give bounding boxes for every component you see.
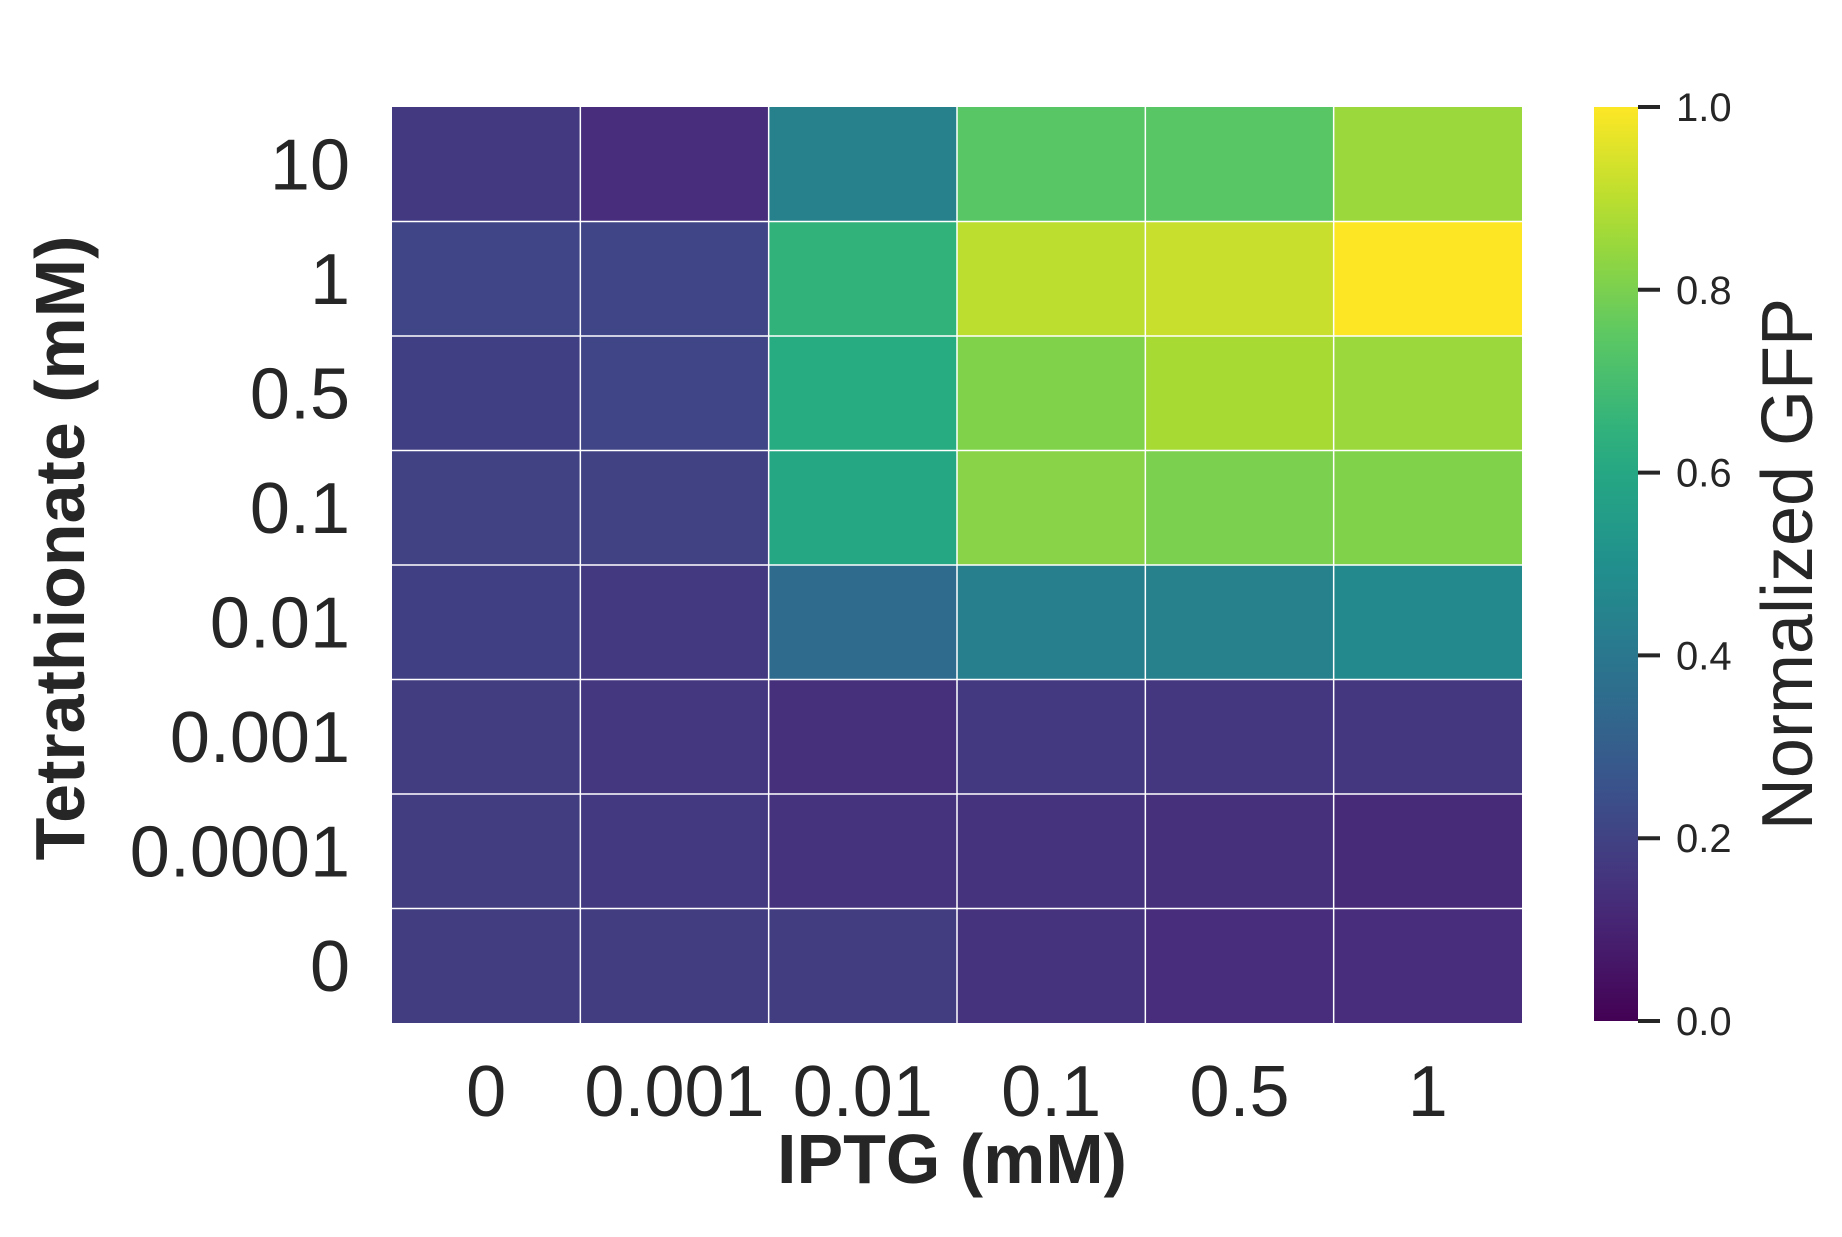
heatmap-cell <box>580 221 769 336</box>
x-tick-label: 0.001 <box>584 1052 764 1132</box>
heatmap-cell <box>1333 450 1522 565</box>
heatmap-cell <box>580 450 769 565</box>
y-tick-label: 0.1 <box>250 469 350 549</box>
colorbar-gradient <box>1594 107 1638 1021</box>
heatmap-cell <box>580 908 769 1023</box>
heatmap-cell <box>1333 794 1522 909</box>
heatmap-cell <box>1333 221 1522 336</box>
heatmap-cell <box>392 908 581 1023</box>
heatmap-cell <box>768 107 957 222</box>
heatmap-cell <box>957 679 1146 794</box>
heatmap-cell <box>957 221 1146 336</box>
heatmap-cell <box>1145 565 1334 680</box>
x-tick-labels: 0 0.001 0.01 0.1 0.5 1 <box>466 1052 1448 1132</box>
y-tick-label: 0 <box>310 927 350 1007</box>
heatmap-cell <box>1333 908 1522 1023</box>
heatmap-cell <box>392 794 581 909</box>
x-tick-label: 0 <box>466 1052 506 1132</box>
heatmap-cells <box>392 107 1522 1023</box>
colorbar-tick-label: 0.8 <box>1676 269 1732 313</box>
y-tick-label: 0.5 <box>250 354 350 434</box>
heatmap-cell <box>392 107 581 222</box>
heatmap-cell <box>957 565 1146 680</box>
colorbar: 0.0 0.2 0.4 0.6 0.8 1.0 Normalized GFP <box>1594 86 1828 1044</box>
colorbar-tick-label: 1.0 <box>1676 86 1732 130</box>
y-tick-label: 10 <box>270 125 350 205</box>
heatmap-gridlines <box>392 107 1522 1023</box>
heatmap-cell <box>768 908 957 1023</box>
heatmap-cell <box>580 565 769 680</box>
heatmap-cell <box>1145 107 1334 222</box>
heatmap-cell <box>957 794 1146 909</box>
heatmap-cell <box>1333 679 1522 794</box>
heatmap-cell <box>1145 908 1334 1023</box>
x-tick-label: 0.1 <box>1001 1052 1101 1132</box>
x-tick-label: 0.5 <box>1189 1052 1289 1132</box>
heatmap-cell <box>768 794 957 909</box>
colorbar-tick-label: 0.2 <box>1676 817 1732 861</box>
heatmap-cell <box>1145 221 1334 336</box>
heatmap-cell <box>768 336 957 451</box>
heatmap-cell <box>768 679 957 794</box>
heatmap-cell <box>1145 336 1334 451</box>
colorbar-tick-label: 0.6 <box>1676 452 1732 496</box>
y-tick-label: 0.0001 <box>130 812 350 892</box>
x-tick-label: 0.01 <box>793 1052 933 1132</box>
heatmap-cell <box>768 565 957 680</box>
heatmap-cell <box>580 107 769 222</box>
y-tick-label: 0.001 <box>170 698 350 778</box>
x-tick-label: 1 <box>1408 1052 1448 1132</box>
heatmap-cell <box>1145 679 1334 794</box>
heatmap-cell <box>1333 107 1522 222</box>
heatmap-cell <box>1333 565 1522 680</box>
y-tick-label: 1 <box>310 240 350 320</box>
y-axis-label: Tetrathionate (mM) <box>21 236 99 861</box>
heatmap-cell <box>392 336 581 451</box>
colorbar-ticks: 0.0 0.2 0.4 0.6 0.8 1.0 <box>1638 86 1732 1044</box>
heatmap-cell <box>580 794 769 909</box>
y-tick-labels: 10 1 0.5 0.1 0.01 0.001 0.0001 0 <box>130 125 350 1007</box>
heatmap-cell <box>1333 336 1522 451</box>
y-tick-label: 0.01 <box>210 583 350 663</box>
heatmap-cell <box>957 450 1146 565</box>
heatmap-cell <box>957 107 1146 222</box>
heatmap-cell <box>392 679 581 794</box>
heatmap-cell <box>768 450 957 565</box>
heatmap-cell <box>580 336 769 451</box>
x-axis-label: IPTG (mM) <box>777 1120 1127 1198</box>
heatmap-cell <box>1145 450 1334 565</box>
heatmap-cell <box>392 450 581 565</box>
heatmap-cell <box>392 221 581 336</box>
colorbar-tick-label: 0.0 <box>1676 1000 1732 1044</box>
heatmap-cell <box>768 221 957 336</box>
colorbar-label: Normalized GFP <box>1748 298 1828 830</box>
colorbar-tick-label: 0.4 <box>1676 634 1732 678</box>
heatmap-cell <box>392 565 581 680</box>
heatmap-cell <box>957 908 1146 1023</box>
heatmap-cell <box>957 336 1146 451</box>
heatmap-cell <box>580 679 769 794</box>
heatmap-cell <box>1145 794 1334 909</box>
